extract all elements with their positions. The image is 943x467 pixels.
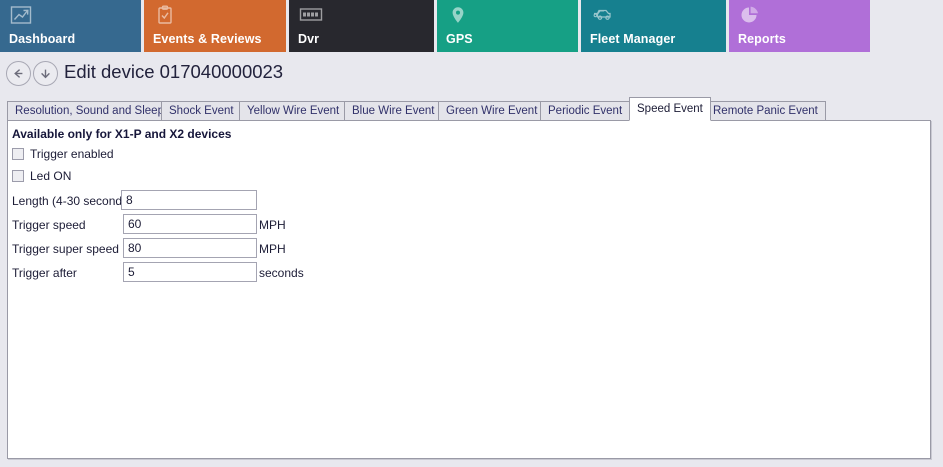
module-tile-label: Fleet Manager (590, 32, 676, 46)
tab-green-wire-event[interactable]: Green Wire Event (438, 101, 546, 121)
field-label: Trigger super speed (12, 242, 119, 256)
field-unit: seconds (259, 266, 304, 280)
tab-remote-panic-event[interactable]: Remote Panic Event (705, 101, 826, 121)
field-row: Trigger super speed MPH (8, 238, 428, 260)
tab-resolution-sound-and-sleep[interactable]: Resolution, Sound and Sleep (7, 101, 172, 121)
module-tile-reports[interactable]: Reports (729, 0, 870, 52)
tab-shock-event[interactable]: Shock Event (161, 101, 242, 121)
field-unit: MPH (259, 218, 286, 232)
trigger-after-input[interactable] (123, 262, 257, 282)
checkbox-trigger-enabled[interactable] (12, 148, 24, 160)
clipboard-check-icon (154, 5, 178, 27)
arrow-left-circle-icon[interactable] (6, 61, 31, 86)
panel-heading: Available only for X1-P and X2 devices (12, 127, 232, 141)
module-tile-fleet-manager[interactable]: Fleet Manager (581, 0, 726, 52)
pie-chart-icon (739, 5, 763, 27)
content-panel: Available only for X1-P and X2 devices T… (7, 120, 931, 459)
tab-speed-event[interactable]: Speed Event (629, 97, 711, 121)
module-nav: Dashboard Events & Reviews Dvr (0, 0, 943, 52)
module-tile-events-and-reviews[interactable]: Events & Reviews (144, 0, 286, 52)
module-tile-label: GPS (446, 32, 473, 46)
module-tile-gps[interactable]: GPS (437, 0, 578, 52)
field-label: Trigger after (12, 266, 77, 280)
module-tile-dvr[interactable]: Dvr (289, 0, 434, 52)
trigger-super-speed-input[interactable] (123, 238, 257, 258)
module-tile-label: Dashboard (9, 32, 76, 46)
checkbox-label: Trigger enabled (30, 147, 114, 161)
tab-periodic-event[interactable]: Periodic Event (540, 101, 631, 121)
dvr-device-icon (299, 5, 323, 27)
chart-line-icon (10, 5, 34, 27)
field-label: Trigger speed (12, 218, 86, 232)
trigger-speed-input[interactable] (123, 214, 257, 234)
field-unit: MPH (259, 242, 286, 256)
map-pin-icon (447, 5, 471, 27)
tab-blue-wire-event[interactable]: Blue Wire Event (344, 101, 443, 121)
length-4-30-seconds-input[interactable] (121, 190, 257, 210)
module-tile-label: Reports (738, 32, 786, 46)
module-tile-dashboard[interactable]: Dashboard (0, 0, 141, 52)
checkbox-label: Led ON (30, 169, 72, 183)
field-row: Trigger speed MPH (8, 214, 428, 236)
field-row: Trigger after seconds (8, 262, 428, 284)
module-tile-label: Events & Reviews (153, 32, 262, 46)
tab-yellow-wire-event[interactable]: Yellow Wire Event (239, 101, 348, 121)
field-row: Length (4-30 seconds) (8, 190, 428, 212)
arrow-down-circle-icon[interactable] (33, 61, 58, 86)
module-tile-label: Dvr (298, 32, 320, 46)
field-label: Length (4-30 seconds) (12, 194, 133, 208)
tab-strip: Resolution, Sound and Sleep Shock Event Ye… (0, 97, 943, 121)
checkbox-led-on[interactable] (12, 170, 24, 182)
page-title: Edit device 017040000023 (64, 61, 284, 82)
vehicles-icon (591, 5, 615, 27)
